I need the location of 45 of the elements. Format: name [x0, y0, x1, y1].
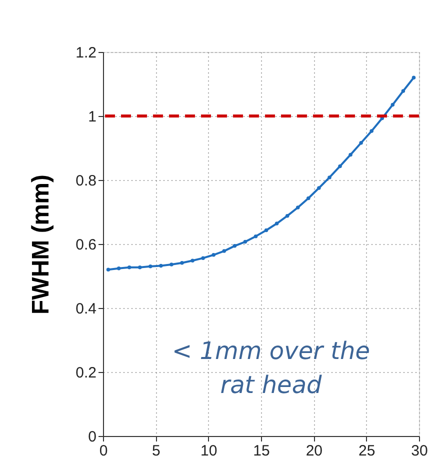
y-tick-label: 1.2 [76, 44, 96, 62]
point [285, 214, 290, 218]
point [116, 266, 121, 270]
point [159, 264, 163, 268]
point [254, 234, 258, 238]
y-tick-label: 0 [88, 428, 96, 446]
point [328, 176, 332, 180]
point [370, 129, 374, 133]
y-tick-label: 0.2 [76, 364, 96, 382]
point [274, 222, 279, 226]
x-tick-label: 20 [306, 442, 323, 460]
point [306, 196, 310, 200]
y-axis-title: FWHM (mm) [28, 174, 55, 314]
x-tick-label: 10 [200, 442, 218, 460]
x-tick-label: 15 [253, 442, 270, 460]
point [390, 102, 395, 107]
point [201, 256, 205, 260]
x-tick-label: 5 [152, 442, 160, 460]
annotation: < 1mm over the rat head [172, 337, 370, 399]
point [401, 89, 406, 93]
point [359, 141, 363, 145]
y-tick-label: 0.4 [76, 300, 96, 318]
point [138, 265, 142, 270]
x-tick-label: 30 [411, 442, 428, 460]
point [170, 262, 174, 266]
point [232, 244, 237, 248]
point [190, 258, 194, 263]
point [212, 253, 216, 257]
point [317, 186, 321, 190]
point [222, 249, 226, 253]
point [264, 228, 268, 232]
y-tick-label: 0.6 [76, 236, 96, 254]
point [180, 261, 184, 265]
point [243, 240, 248, 244]
point [148, 264, 152, 268]
point [106, 268, 110, 272]
x-tick-label: 25 [358, 442, 376, 460]
point [296, 206, 300, 210]
point [412, 76, 416, 80]
y-tick-label: 0.8 [76, 172, 96, 190]
x-tick-label: 0 [99, 442, 108, 460]
y-tick-label: 1 [88, 108, 96, 126]
point [127, 265, 132, 270]
point [348, 152, 352, 157]
point [338, 164, 342, 168]
